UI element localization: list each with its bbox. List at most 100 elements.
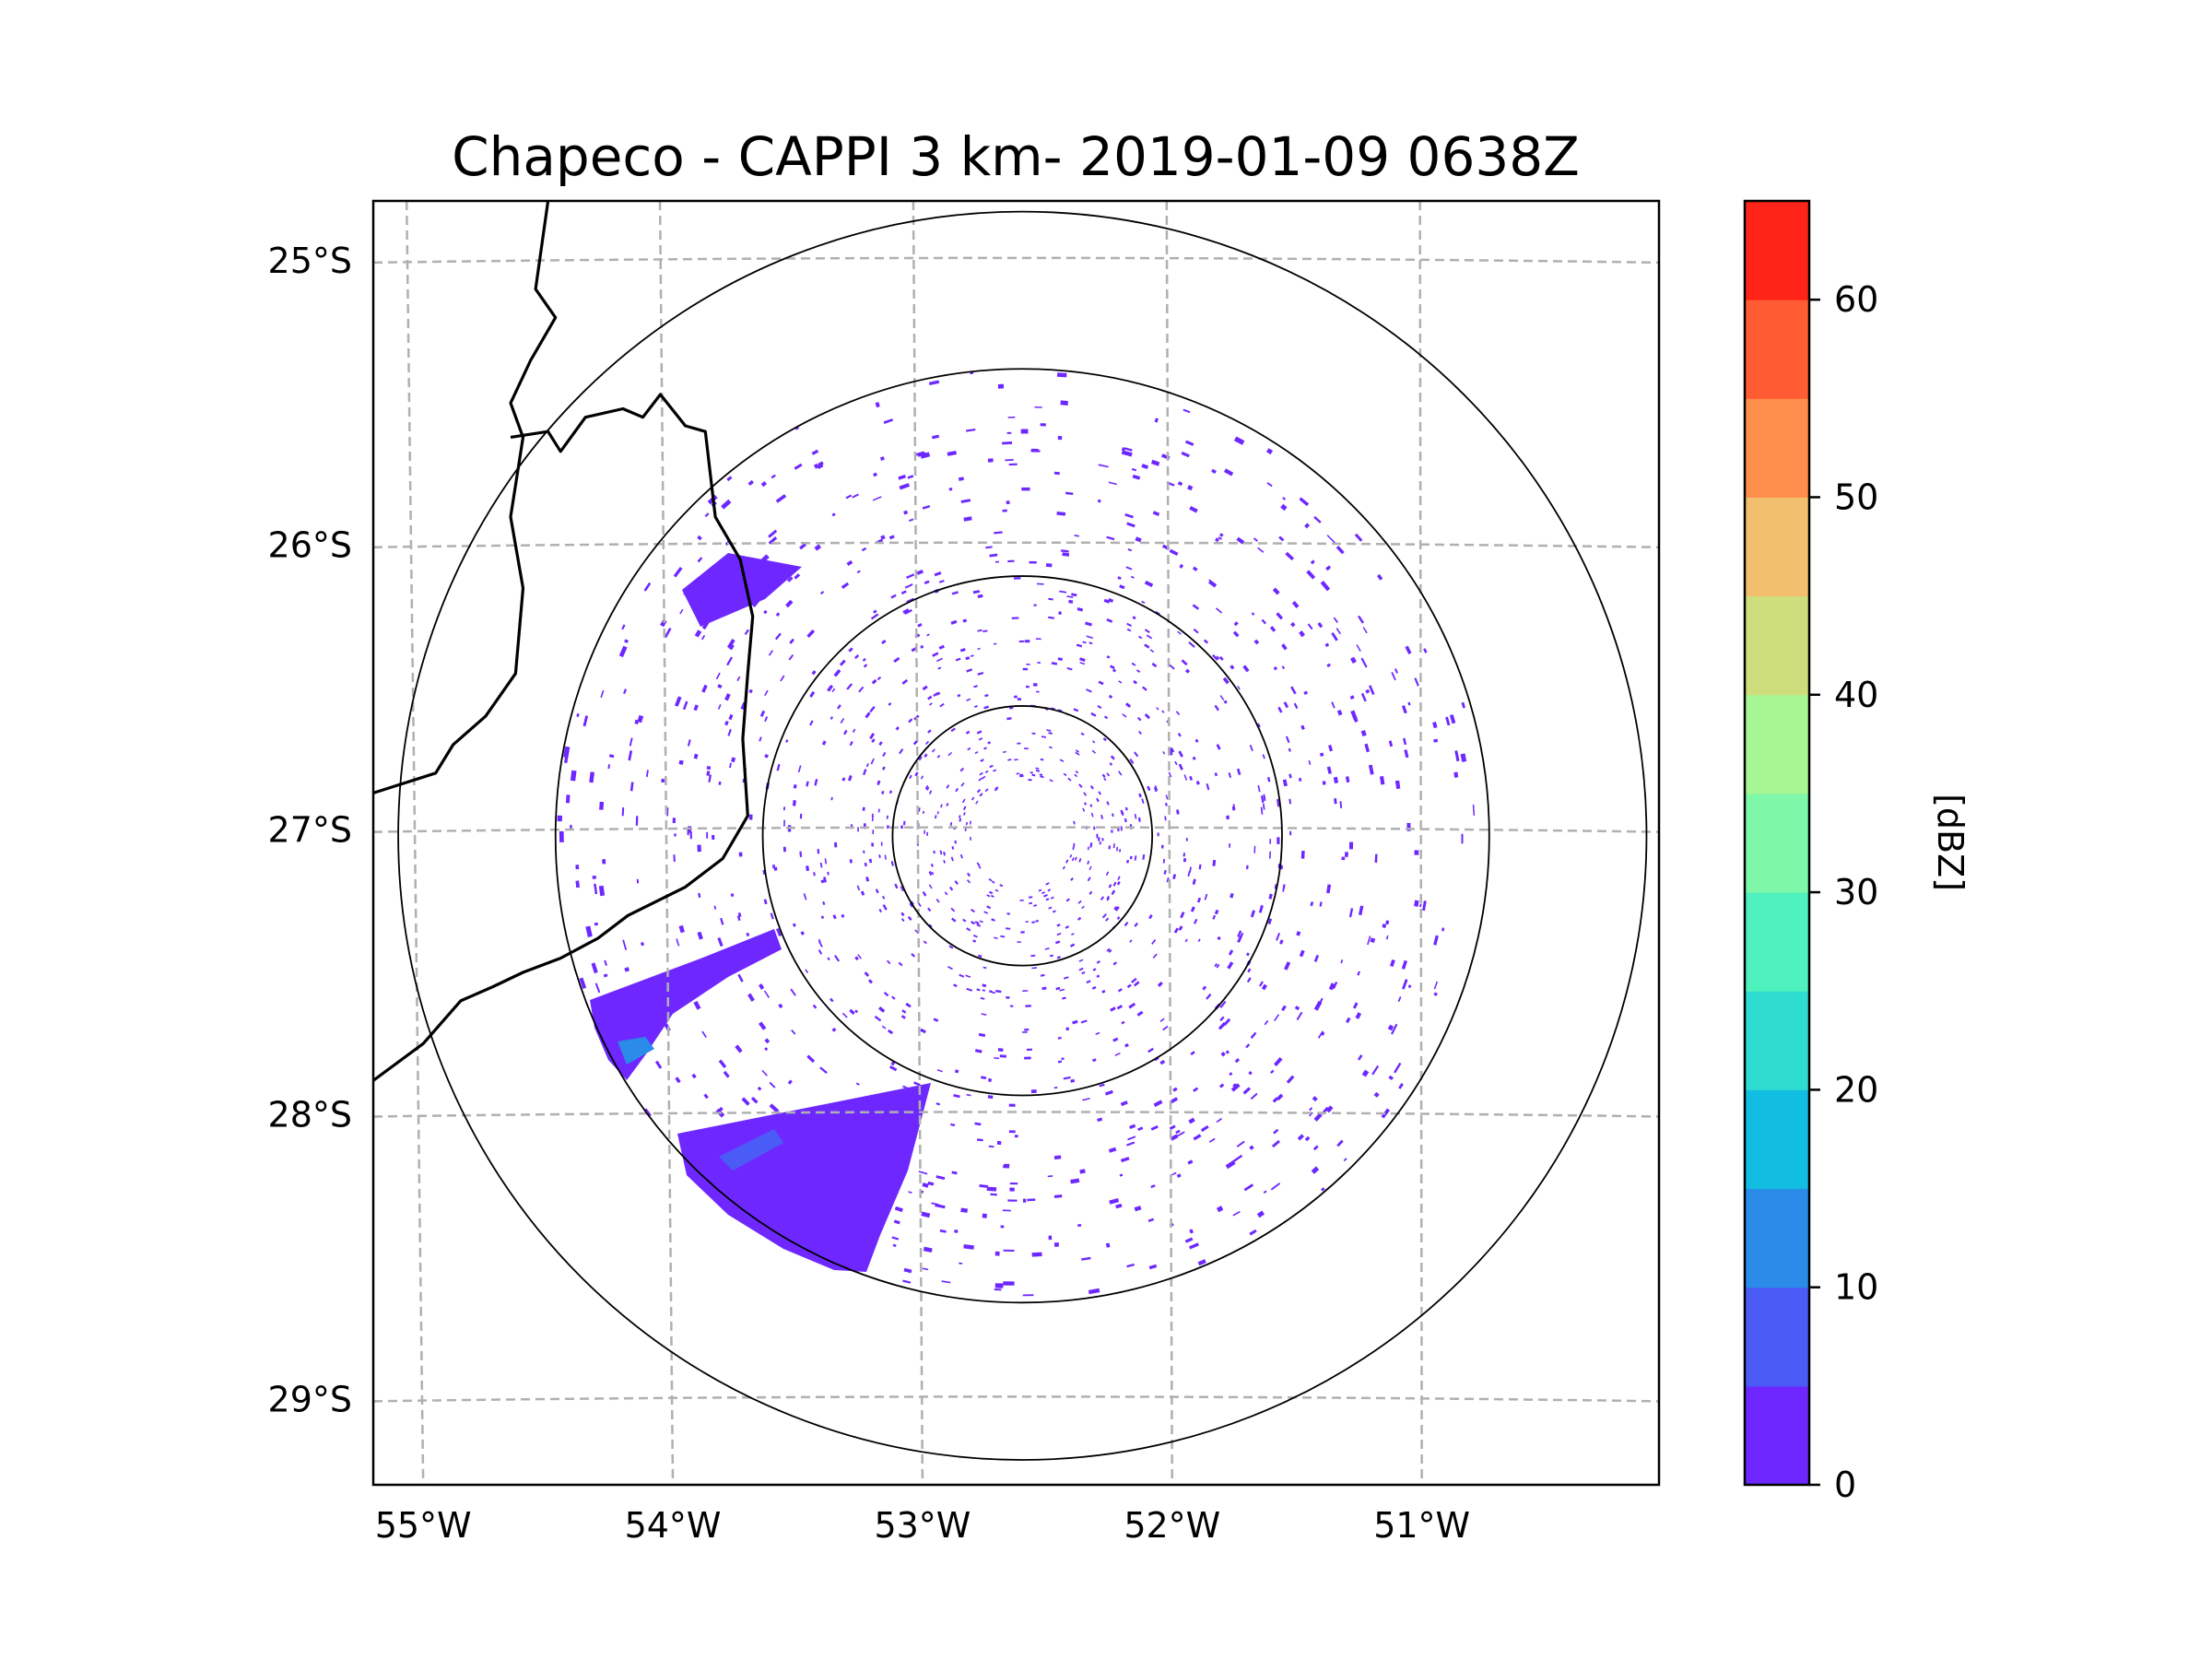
echo-cell — [1390, 959, 1395, 968]
echo-cell — [1008, 463, 1018, 466]
echo-cell — [675, 1077, 681, 1084]
echo-cell — [1184, 440, 1194, 446]
echo-cell — [1109, 762, 1113, 766]
echo-cell — [824, 858, 828, 865]
echo-cell — [787, 576, 794, 582]
echo-cell — [576, 712, 580, 717]
echo-cell — [1074, 535, 1079, 537]
echo-mass — [682, 553, 802, 627]
echo-cell — [1299, 497, 1310, 507]
echo-cell — [809, 720, 814, 726]
echo-cell — [900, 886, 904, 892]
echo-cell — [1312, 1145, 1319, 1151]
echo-cell — [1081, 1256, 1091, 1261]
echo-cell — [901, 678, 909, 685]
echo-cell — [888, 790, 893, 794]
echo-cell — [775, 612, 781, 618]
echo-cell — [1141, 798, 1145, 804]
echo-cell — [747, 479, 754, 486]
echo-cell — [1352, 1002, 1359, 1009]
echo-cell — [973, 685, 978, 688]
echo-cell — [1223, 468, 1234, 477]
echo-cell — [870, 613, 879, 620]
echo-cell — [594, 883, 598, 895]
echo-cell — [1086, 635, 1094, 640]
echo-cell — [877, 676, 882, 681]
echo-cell — [1137, 1126, 1144, 1132]
echo-cell — [760, 481, 768, 488]
echo-cell — [1176, 809, 1180, 815]
echo-cell — [856, 885, 861, 891]
echo-cell — [1332, 982, 1338, 990]
echo-cell — [1106, 618, 1113, 623]
echo-cell — [1176, 1173, 1182, 1178]
echo-cell — [1432, 722, 1438, 729]
echo-cell — [1129, 939, 1133, 943]
echo-cell — [747, 993, 755, 1002]
echo-cell — [1073, 708, 1079, 712]
echo-cell — [883, 992, 889, 997]
echo-cell — [1026, 685, 1030, 688]
echo-cell — [1188, 641, 1195, 648]
echo-cell — [1433, 981, 1439, 990]
echo-cell — [1236, 1140, 1245, 1147]
echo-cell — [1041, 735, 1047, 738]
echo-cell — [928, 380, 940, 386]
echo-cell — [1402, 737, 1407, 746]
echo-cell — [1074, 773, 1078, 778]
graticule-parallel — [373, 826, 1659, 833]
echo-cell — [887, 1029, 894, 1035]
echo-cell — [963, 806, 967, 811]
echo-cell — [972, 939, 977, 943]
echo-cell — [1185, 838, 1188, 841]
echo-cell — [872, 830, 875, 835]
echo-cell — [717, 704, 722, 710]
echo-cell — [1174, 760, 1178, 766]
echo-cell — [982, 989, 986, 992]
range-ring — [397, 210, 1648, 1461]
echo-cell — [995, 989, 1002, 994]
echo-cell — [1116, 1005, 1124, 1010]
echo-cell — [888, 535, 895, 540]
echo-cell — [1326, 663, 1331, 667]
echo-cell — [839, 659, 846, 666]
echo-cell — [1026, 1048, 1033, 1052]
echo-cell — [869, 733, 876, 740]
echo-cell — [979, 771, 983, 776]
echo-cell — [1358, 615, 1365, 624]
echo-cell — [994, 560, 1000, 563]
echo-cell — [977, 594, 983, 599]
echo-cell — [712, 834, 715, 841]
echo-cell — [1078, 783, 1083, 788]
echo-cell — [1033, 604, 1037, 606]
echo-cell — [1276, 932, 1280, 941]
echo-cell — [608, 754, 615, 759]
echo-cell — [941, 1280, 951, 1284]
map-content — [373, 201, 1659, 1485]
echo-cell — [1313, 954, 1320, 962]
echo-cell — [1006, 431, 1012, 434]
echo-cell — [1075, 751, 1080, 756]
echo-cell — [1162, 1025, 1169, 1031]
echo-cell — [1249, 745, 1253, 752]
echo-cell — [728, 643, 735, 651]
echo-cell — [1150, 459, 1160, 466]
echo-cell — [598, 885, 606, 897]
echo-cell — [986, 1186, 997, 1192]
echo-cell — [1367, 935, 1371, 946]
echo-cell — [1232, 1154, 1243, 1163]
echo-cell — [1150, 1184, 1156, 1189]
echo-cell — [1150, 1124, 1159, 1131]
echo-cell — [1212, 914, 1217, 920]
echo-cell — [950, 907, 956, 912]
graticule — [373, 201, 1659, 1485]
echo-cell — [693, 1000, 701, 1010]
echo-cell — [1049, 779, 1053, 782]
echo-cell — [1097, 704, 1102, 710]
echo-cell — [1343, 1158, 1347, 1162]
echo-cell — [1156, 707, 1159, 711]
echo-cell — [1106, 655, 1111, 659]
echo-cell — [674, 696, 682, 707]
echo-cell — [1029, 901, 1033, 905]
echo-cell — [1221, 1022, 1227, 1028]
